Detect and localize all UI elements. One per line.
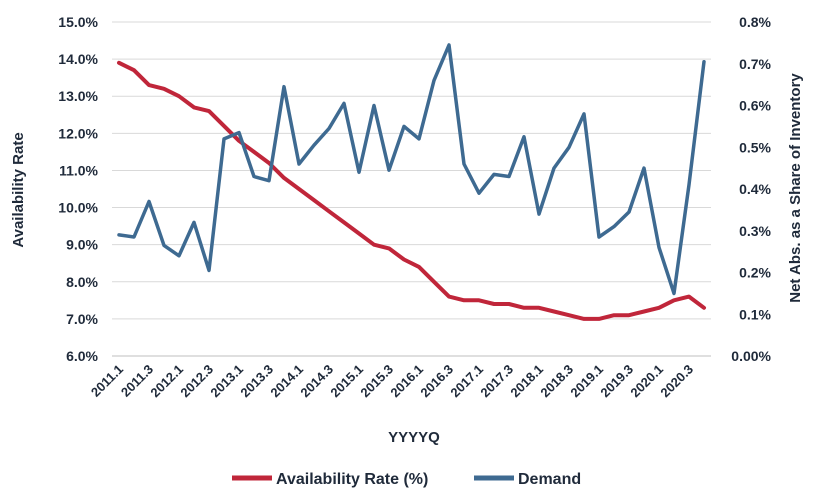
y-right-tick-label: 0.8%	[739, 14, 771, 30]
grid-lines	[112, 21, 711, 357]
x-tick-label: 2014.3	[297, 362, 336, 401]
x-tick-label: 2020.1	[627, 362, 666, 401]
x-tick-label: 2018.3	[537, 362, 576, 401]
legend-label-demand: Demand	[518, 471, 581, 488]
y-right-tick-label: 0.5%	[739, 139, 771, 155]
x-tick-label: 2017.1	[447, 362, 486, 401]
y-left-tick-label: 10.0%	[58, 200, 98, 216]
y-left-tick-label: 7.0%	[66, 311, 98, 327]
x-tick-label: 2016.3	[417, 362, 456, 401]
y-right-tick-label: 0.4%	[739, 181, 771, 197]
y-right-tick-label: 0.7%	[739, 56, 771, 72]
x-tick-label: 2012.3	[177, 362, 216, 401]
y-left-tick-label: 15.0%	[58, 14, 98, 30]
right-axis-ticks: 0.00% 0.1% 0.2% 0.3% 0.4% 0.5% 0.6% 0.7% 0.8%	[731, 14, 771, 364]
x-tick-label: 2015.3	[357, 362, 396, 401]
x-tick-label: 2013.1	[207, 362, 246, 401]
y-right-tick-label: 0.1%	[739, 306, 771, 322]
x-axis-title: YYYYQ	[388, 429, 440, 446]
x-tick-label: 2014.1	[267, 362, 306, 401]
x-tick-label: 2019.3	[597, 362, 636, 401]
y-left-tick-label: 11.0%	[59, 162, 98, 178]
y-left-tick-label: 8.0%	[66, 274, 98, 290]
series-line-availability-rate	[117, 60, 706, 321]
y-left-tick-label: 9.0%	[66, 237, 98, 253]
series-line-demand	[117, 43, 706, 296]
y-right-tick-label: 0.6%	[739, 98, 771, 114]
legend: Availability Rate (%) Demand	[232, 471, 581, 488]
y-left-tick-label: 6.0%	[66, 348, 98, 364]
y-right-axis-title: Net Abs. as a Share of Inventory	[787, 73, 804, 303]
x-tick-label: 2020.3	[657, 362, 696, 401]
y-left-tick-label: 14.0%	[58, 51, 98, 67]
x-tick-label: 2018.1	[507, 362, 546, 401]
y-right-tick-label: 0.2%	[739, 265, 771, 281]
x-axis-ticks: 2011.12011.32012.12012.32013.12013.32014…	[88, 362, 696, 401]
left-axis-ticks: 6.0% 7.0% 8.0% 9.0% 10.0% 11.0% 12.0% 13.0% 14.0…	[58, 14, 98, 364]
legend-label-availability: Availability Rate (%)	[276, 471, 428, 488]
x-tick-label: 2019.1	[567, 362, 606, 401]
y-right-tick-label: 0.00%	[731, 348, 771, 364]
series-lines	[117, 43, 706, 321]
y-left-tick-label: 12.0%	[58, 125, 98, 141]
y-left-axis-title: Availability Rate	[10, 132, 27, 247]
x-tick-label: 2013.3	[237, 362, 276, 401]
x-tick-label: 2011.1	[88, 362, 126, 400]
x-tick-label: 2012.1	[147, 362, 186, 401]
x-tick-label: 2015.1	[327, 362, 366, 401]
y-left-tick-label: 13.0%	[58, 88, 98, 104]
x-tick-label: 2017.3	[477, 362, 516, 401]
x-tick-label: 2016.1	[387, 362, 426, 401]
y-right-tick-label: 0.3%	[739, 223, 771, 239]
